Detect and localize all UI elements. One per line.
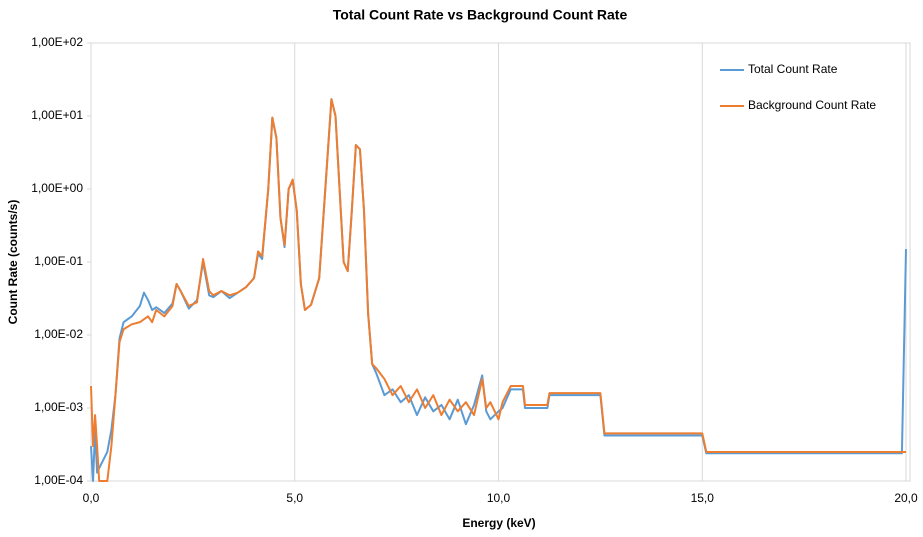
y-tick-label: 1,00E-03 bbox=[34, 400, 83, 414]
x-tick-label: 5,0 bbox=[286, 491, 303, 505]
y-tick-label: 1,00E+01 bbox=[31, 108, 83, 122]
y-tick-label: 1,00E-04 bbox=[34, 473, 83, 487]
y-tick-label: 1,00E-01 bbox=[34, 254, 83, 268]
x-tick-label: 10,0 bbox=[487, 491, 511, 505]
y-axis-title: Count Rate (counts/s) bbox=[6, 200, 20, 325]
y-tick-label: 1,00E+00 bbox=[31, 181, 83, 195]
series-line bbox=[90, 98, 906, 482]
x-tick-label: 0,0 bbox=[83, 491, 100, 505]
y-tick-label: 1,00E-02 bbox=[34, 327, 83, 341]
x-axis-title: Energy (keV) bbox=[462, 516, 535, 530]
legend-label: Background Count Rate bbox=[748, 98, 876, 112]
y-tick-label: 1,00E+02 bbox=[31, 35, 83, 49]
x-tick-label: 20,0 bbox=[894, 491, 918, 505]
legend-label: Total Count Rate bbox=[748, 62, 838, 76]
chart-title: Total Count Rate vs Background Count Rat… bbox=[333, 7, 628, 23]
x-tick-label: 15,0 bbox=[691, 491, 715, 505]
